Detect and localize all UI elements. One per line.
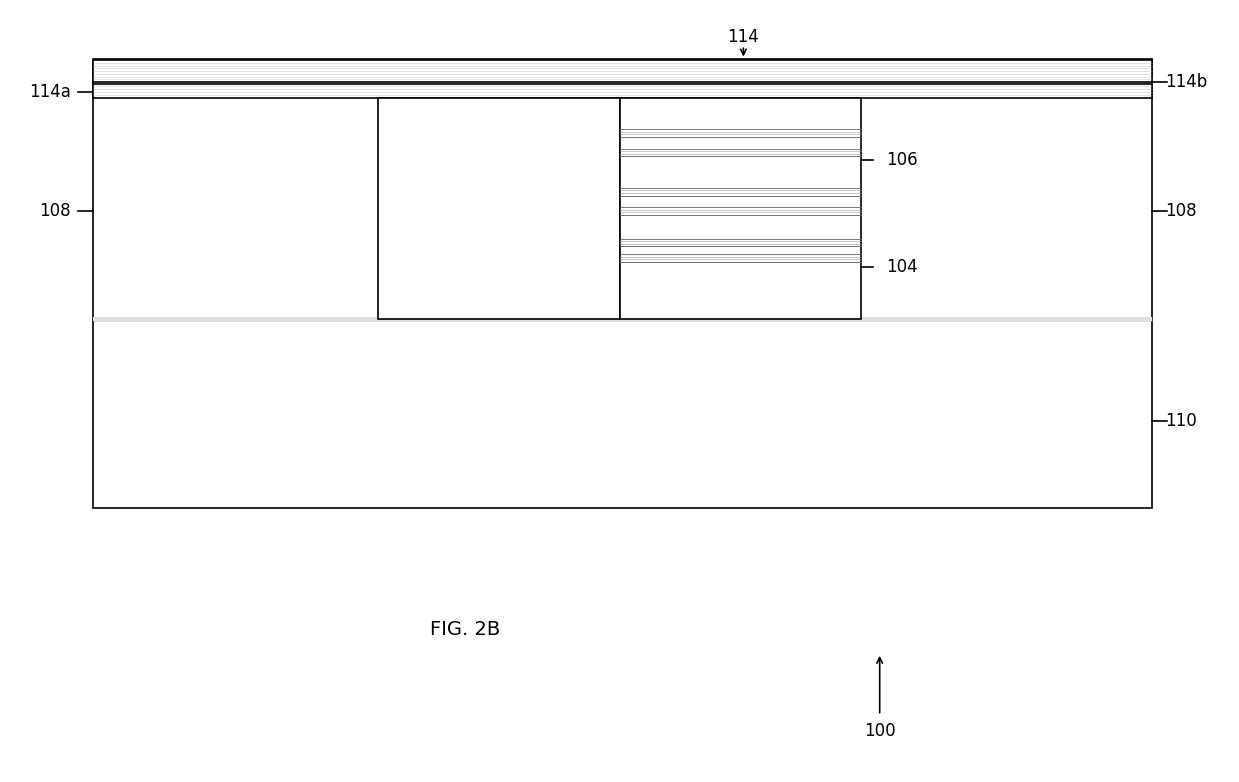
Text: 100: 100 bbox=[864, 722, 896, 741]
Bar bbox=[620, 98, 861, 319]
Text: 102: 102 bbox=[430, 198, 462, 217]
Bar bbox=[93, 84, 1152, 98]
Text: 101: 101 bbox=[430, 155, 462, 174]
Text: 110: 110 bbox=[1165, 411, 1197, 430]
Bar bbox=[93, 317, 1152, 321]
Text: 114a: 114a bbox=[28, 83, 71, 102]
Bar bbox=[378, 98, 620, 319]
Text: 112: 112 bbox=[461, 116, 493, 135]
Text: 108: 108 bbox=[1165, 202, 1197, 221]
Text: 106: 106 bbox=[886, 151, 918, 170]
Text: FIG. 2B: FIG. 2B bbox=[430, 620, 499, 639]
Bar bbox=[93, 59, 1152, 508]
Text: 104: 104 bbox=[886, 258, 918, 277]
Bar bbox=[93, 60, 1152, 82]
Text: 114: 114 bbox=[727, 27, 760, 46]
Text: 108: 108 bbox=[38, 202, 71, 221]
Text: 114b: 114b bbox=[1165, 73, 1207, 91]
